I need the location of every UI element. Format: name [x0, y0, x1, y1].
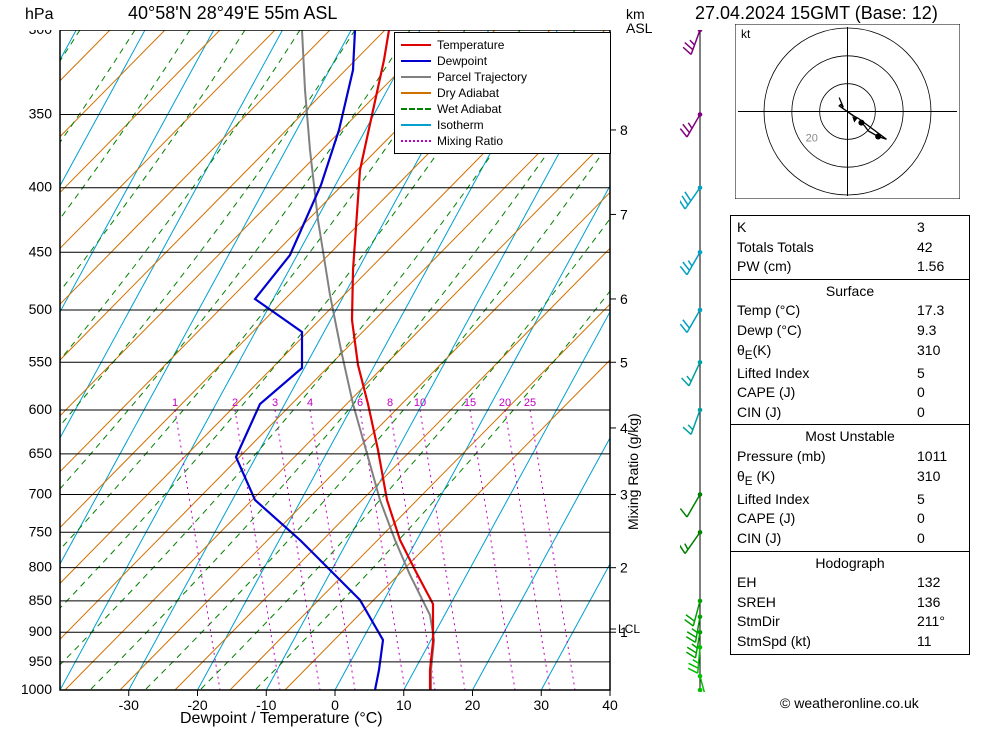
- chart-title: 40°58'N 28°49'E 55m ASL: [128, 3, 337, 24]
- svg-text:2: 2: [620, 560, 628, 576]
- info-row: StmSpd (kt)11: [737, 632, 963, 652]
- legend-item: Temperature: [401, 37, 604, 53]
- svg-text:4: 4: [307, 397, 313, 409]
- mixing-ratio-axis-label: Mixing Ratio (g/kg): [625, 413, 641, 530]
- x-axis-label: Dewpoint / Temperature (°C): [180, 710, 383, 728]
- legend-item: Dewpoint: [401, 53, 604, 69]
- info-row: PW (cm)1.56: [737, 257, 963, 277]
- svg-text:350: 350: [29, 106, 53, 122]
- svg-text:400: 400: [29, 179, 53, 195]
- info-section-header: Surface: [737, 282, 963, 302]
- info-row: Lifted Index5: [737, 364, 963, 384]
- svg-text:800: 800: [29, 559, 53, 575]
- svg-text:650: 650: [29, 445, 53, 461]
- info-section: SurfaceTemp (°C)17.3Dewp (°C)9.3θE(K)310…: [731, 279, 969, 425]
- chart-legend: TemperatureDewpointParcel TrajectoryDry …: [394, 32, 611, 154]
- info-row: CIN (J)0: [737, 529, 963, 549]
- info-row: θE(K)310: [737, 341, 963, 364]
- svg-text:20: 20: [499, 397, 511, 409]
- svg-text:8: 8: [620, 122, 628, 138]
- svg-text:6: 6: [357, 397, 363, 409]
- info-row: Pressure (mb)1011: [737, 447, 963, 467]
- datetime-label: 27.04.2024 15GMT (Base: 12): [695, 3, 938, 24]
- svg-text:300: 300: [29, 30, 53, 37]
- svg-text:1: 1: [172, 397, 178, 409]
- info-row: CAPE (J)0: [737, 509, 963, 529]
- svg-text:-30: -30: [119, 697, 139, 713]
- info-panel: K3Totals Totals42PW (cm)1.56SurfaceTemp …: [730, 215, 970, 655]
- info-row: StmDir211°: [737, 612, 963, 632]
- svg-text:LCL: LCL: [618, 622, 640, 636]
- svg-text:1000: 1000: [21, 681, 52, 697]
- svg-text:3: 3: [272, 397, 278, 409]
- svg-text:7: 7: [620, 206, 628, 222]
- skewt-diagram-root: 40°58'N 28°49'E 55m ASL 27.04.2024 15GMT…: [0, 0, 1000, 733]
- km-label-bottom: ASL: [626, 20, 652, 36]
- info-row: Temp (°C)17.3: [737, 301, 963, 321]
- info-row: K3: [737, 218, 963, 238]
- info-row: θE (K)310: [737, 467, 963, 490]
- svg-text:kt: kt: [741, 27, 751, 41]
- svg-text:15: 15: [464, 397, 476, 409]
- legend-item: Dry Adiabat: [401, 85, 604, 101]
- info-row: Totals Totals42: [737, 238, 963, 258]
- info-section: Most UnstablePressure (mb)1011θE (K)310L…: [731, 424, 969, 550]
- svg-text:950: 950: [29, 653, 53, 669]
- info-row: Dewp (°C)9.3: [737, 321, 963, 341]
- legend-item: Isotherm: [401, 117, 604, 133]
- info-row: EH132: [737, 573, 963, 593]
- svg-text:900: 900: [29, 623, 53, 639]
- info-row: CAPE (J)0: [737, 383, 963, 403]
- svg-text:6: 6: [620, 291, 628, 307]
- svg-text:450: 450: [29, 243, 53, 259]
- legend-item: Wet Adiabat: [401, 101, 604, 117]
- hpa-label: hPa: [25, 6, 53, 24]
- legend-item: Parcel Trajectory: [401, 69, 604, 85]
- svg-text:10: 10: [414, 397, 426, 409]
- svg-text:25: 25: [524, 397, 536, 409]
- svg-text:500: 500: [29, 301, 53, 317]
- info-section-header: Hodograph: [737, 554, 963, 574]
- svg-text:20: 20: [806, 132, 818, 144]
- hodograph-chart: kt 20: [735, 24, 960, 199]
- svg-text:600: 600: [29, 401, 53, 417]
- svg-text:550: 550: [29, 353, 53, 369]
- svg-text:10: 10: [396, 697, 412, 713]
- svg-text:40: 40: [602, 697, 618, 713]
- svg-text:20: 20: [465, 697, 481, 713]
- svg-text:8: 8: [387, 397, 393, 409]
- info-section-header: Most Unstable: [737, 427, 963, 447]
- info-section: HodographEH132SREH136StmDir211°StmSpd (k…: [731, 551, 969, 654]
- svg-text:850: 850: [29, 592, 53, 608]
- legend-item: Mixing Ratio: [401, 133, 604, 149]
- svg-text:2: 2: [232, 397, 238, 409]
- svg-text:30: 30: [533, 697, 549, 713]
- svg-text:750: 750: [29, 523, 53, 539]
- wind-barbs: [680, 30, 720, 692]
- svg-text:5: 5: [620, 354, 628, 370]
- info-row: CIN (J)0: [737, 403, 963, 423]
- copyright-label: © weatheronline.co.uk: [780, 695, 919, 711]
- info-row: SREH136: [737, 593, 963, 613]
- info-section: K3Totals Totals42PW (cm)1.56: [731, 216, 969, 279]
- info-row: Lifted Index5: [737, 490, 963, 510]
- svg-text:700: 700: [29, 485, 53, 501]
